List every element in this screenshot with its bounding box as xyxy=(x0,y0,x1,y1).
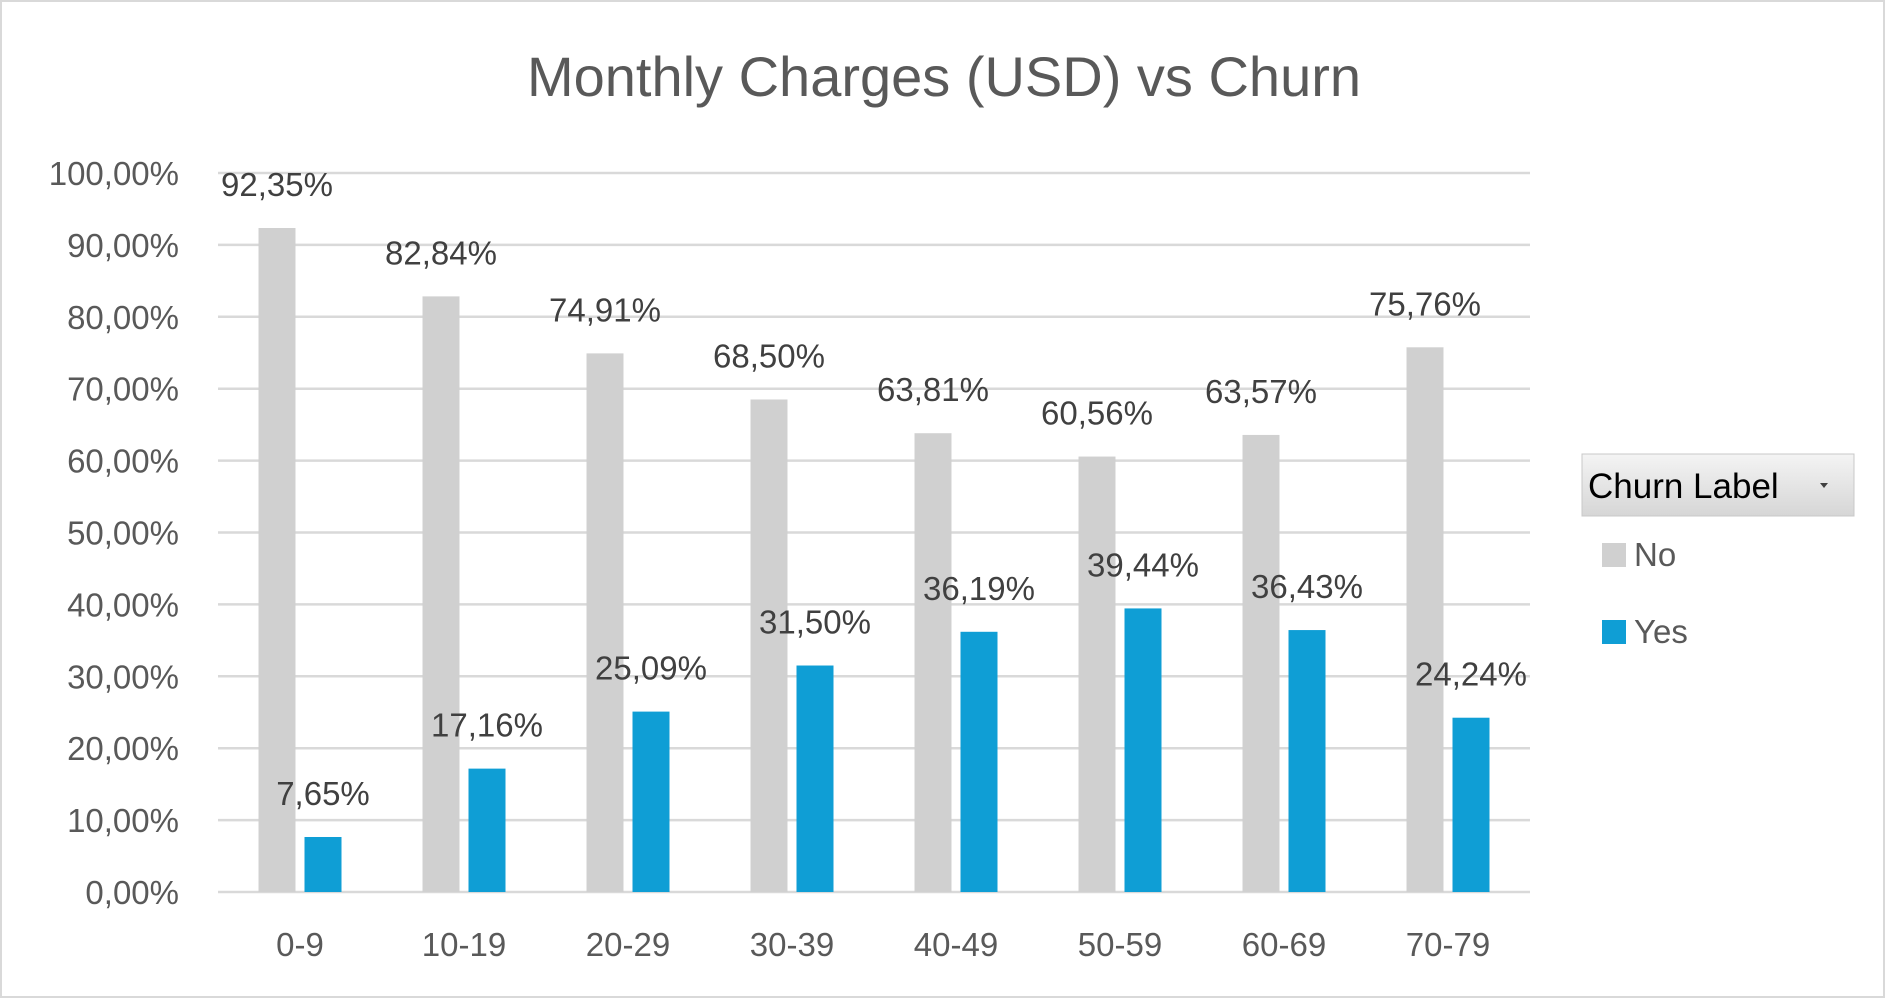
chart-title: Monthly Charges (USD) vs Churn xyxy=(527,45,1361,108)
y-tick-label: 100,00% xyxy=(49,155,179,192)
legend-label-yes: Yes xyxy=(1634,613,1688,650)
legend-header-background xyxy=(1581,453,1855,517)
x-axis-category-labels: 0-9 10-19 20-29 30-39 40-49 50-59 60-69 70-79 xyxy=(276,926,1490,963)
bar-yes-20-29[interactable] xyxy=(632,711,670,892)
bar-no-70-79[interactable] xyxy=(1406,347,1444,892)
bar-yes-10-19[interactable] xyxy=(468,768,506,892)
bar-yes-30-39[interactable] xyxy=(796,665,834,892)
data-label-yes-50-59: 39,44% xyxy=(1087,546,1199,583)
data-labels: 92,35% 7,65% 82,84% 17,16% 74,91% 25,09% 68,50… xyxy=(221,166,1527,812)
data-label-no-40-49: 63,81% xyxy=(877,371,989,408)
bar-no-10-19[interactable] xyxy=(422,296,460,893)
y-tick-label: 30,00% xyxy=(67,658,179,695)
bar-yes-60-69[interactable] xyxy=(1288,630,1326,892)
x-category-label: 0-9 xyxy=(276,926,324,963)
legend-item-yes[interactable]: Yes xyxy=(1602,613,1688,650)
gridlines xyxy=(218,171,1530,894)
x-category-label: 50-59 xyxy=(1078,926,1162,963)
bar-no-20-29[interactable] xyxy=(586,353,624,892)
data-label-no-50-59: 60,56% xyxy=(1041,395,1153,432)
x-category-label: 10-19 xyxy=(422,926,506,963)
y-tick-label: 40,00% xyxy=(67,586,179,623)
dropdown-arrow-icon xyxy=(1820,483,1828,488)
y-tick-label: 80,00% xyxy=(67,299,179,336)
bar-no-30-39[interactable] xyxy=(750,399,788,892)
legend-item-no[interactable]: No xyxy=(1602,536,1676,573)
bars xyxy=(258,228,1490,893)
y-axis-tick-labels: 0,00% 10,00% 20,00% 30,00% 40,00% 50,00% 60,00… xyxy=(49,155,179,911)
x-category-label: 20-29 xyxy=(586,926,670,963)
y-tick-label: 70,00% xyxy=(67,371,179,408)
legend-swatch-no xyxy=(1602,543,1626,567)
data-label-yes-70-79: 24,24% xyxy=(1415,656,1527,693)
data-label-yes-10-19: 17,16% xyxy=(431,707,543,744)
x-category-label: 60-69 xyxy=(1242,926,1326,963)
data-label-no-0-9: 92,35% xyxy=(221,166,333,203)
data-label-yes-20-29: 25,09% xyxy=(595,650,707,687)
legend-filter-button[interactable]: Churn Label xyxy=(1581,453,1855,517)
data-label-no-60-69: 63,57% xyxy=(1205,373,1317,410)
legend-swatch-yes xyxy=(1602,620,1626,644)
bar-yes-50-59[interactable] xyxy=(1124,608,1162,892)
bar-no-40-49[interactable] xyxy=(914,433,952,892)
data-label-yes-60-69: 36,43% xyxy=(1251,568,1363,605)
y-tick-label: 50,00% xyxy=(67,515,179,552)
data-label-no-20-29: 74,91% xyxy=(549,291,661,328)
legend: Churn Label No Yes xyxy=(1581,453,1855,650)
x-category-label: 40-49 xyxy=(914,926,998,963)
data-label-yes-0-9: 7,65% xyxy=(276,775,370,812)
bar-no-0-9[interactable] xyxy=(258,228,296,893)
x-category-label: 30-39 xyxy=(750,926,834,963)
data-label-no-30-39: 68,50% xyxy=(713,337,825,374)
data-label-no-10-19: 82,84% xyxy=(385,234,497,271)
x-category-label: 70-79 xyxy=(1406,926,1490,963)
bar-yes-0-9[interactable] xyxy=(304,836,342,892)
data-label-yes-40-49: 36,19% xyxy=(923,570,1035,607)
bar-no-60-69[interactable] xyxy=(1242,434,1280,892)
y-tick-label: 90,00% xyxy=(67,227,179,264)
y-tick-label: 20,00% xyxy=(67,730,179,767)
y-tick-label: 10,00% xyxy=(67,802,179,839)
bar-yes-40-49[interactable] xyxy=(960,631,998,892)
y-tick-label: 0,00% xyxy=(85,874,179,911)
bar-no-50-59[interactable] xyxy=(1078,456,1116,892)
data-label-yes-30-39: 31,50% xyxy=(759,604,871,641)
legend-label-no: No xyxy=(1634,536,1676,573)
legend-title: Churn Label xyxy=(1588,467,1779,506)
data-label-no-70-79: 75,76% xyxy=(1369,285,1481,322)
bar-yes-70-79[interactable] xyxy=(1452,717,1490,892)
y-tick-label: 60,00% xyxy=(67,443,179,480)
